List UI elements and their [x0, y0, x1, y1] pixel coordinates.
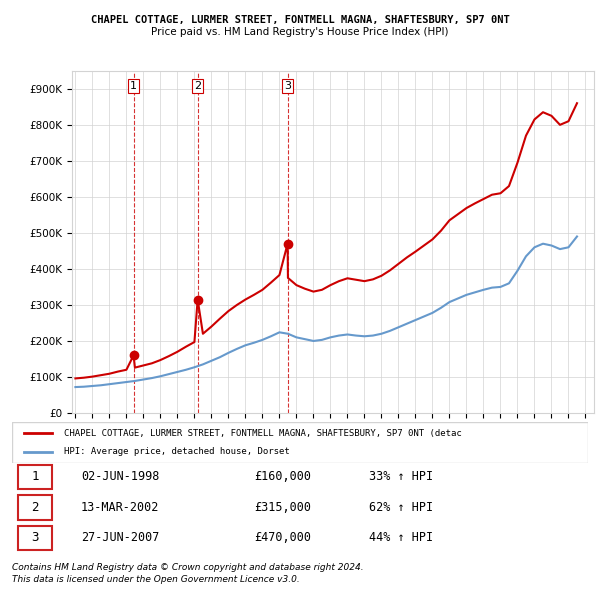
Text: This data is licensed under the Open Government Licence v3.0.: This data is licensed under the Open Gov… — [12, 575, 300, 584]
Text: Contains HM Land Registry data © Crown copyright and database right 2024.: Contains HM Land Registry data © Crown c… — [12, 563, 364, 572]
FancyBboxPatch shape — [18, 495, 52, 520]
Text: 02-JUN-1998: 02-JUN-1998 — [81, 470, 160, 483]
Text: CHAPEL COTTAGE, LURMER STREET, FONTMELL MAGNA, SHAFTESBURY, SP7 0NT (detac: CHAPEL COTTAGE, LURMER STREET, FONTMELL … — [64, 429, 461, 438]
Text: 44% ↑ HPI: 44% ↑ HPI — [369, 531, 433, 544]
Text: Price paid vs. HM Land Registry's House Price Index (HPI): Price paid vs. HM Land Registry's House … — [151, 27, 449, 37]
Text: 3: 3 — [31, 531, 39, 544]
Text: 3: 3 — [284, 81, 291, 91]
FancyBboxPatch shape — [18, 526, 52, 550]
Text: 62% ↑ HPI: 62% ↑ HPI — [369, 500, 433, 513]
Text: 2: 2 — [194, 81, 201, 91]
Text: 27-JUN-2007: 27-JUN-2007 — [81, 531, 160, 544]
Text: 1: 1 — [130, 81, 137, 91]
Text: £160,000: £160,000 — [254, 470, 311, 483]
Text: 1: 1 — [31, 470, 39, 483]
Text: 33% ↑ HPI: 33% ↑ HPI — [369, 470, 433, 483]
Text: CHAPEL COTTAGE, LURMER STREET, FONTMELL MAGNA, SHAFTESBURY, SP7 0NT: CHAPEL COTTAGE, LURMER STREET, FONTMELL … — [91, 15, 509, 25]
Text: £470,000: £470,000 — [254, 531, 311, 544]
Text: HPI: Average price, detached house, Dorset: HPI: Average price, detached house, Dors… — [64, 447, 290, 456]
Text: £315,000: £315,000 — [254, 500, 311, 513]
Text: 13-MAR-2002: 13-MAR-2002 — [81, 500, 160, 513]
FancyBboxPatch shape — [12, 422, 588, 463]
FancyBboxPatch shape — [18, 465, 52, 489]
Text: 2: 2 — [31, 500, 39, 513]
